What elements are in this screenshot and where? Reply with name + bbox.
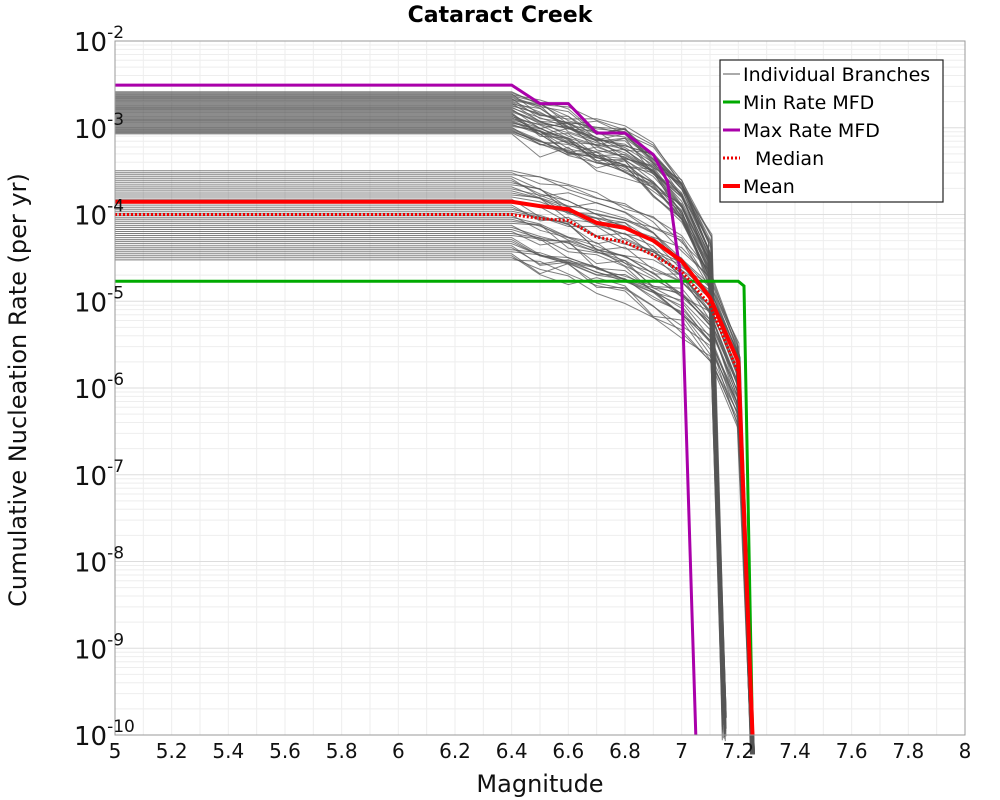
legend-item-mean-label: Mean xyxy=(743,176,795,198)
branch-line xyxy=(115,100,724,709)
y-tick-label: 10-4 xyxy=(74,197,124,232)
branch-line xyxy=(115,96,726,704)
y-tick-label: 10-3 xyxy=(74,110,124,145)
branch-line xyxy=(115,235,755,755)
branch-line xyxy=(115,126,726,735)
x-tick-label: 5.2 xyxy=(156,739,188,763)
x-tick-label: 7.8 xyxy=(892,739,924,763)
branch-line xyxy=(115,200,752,755)
y-tick-label: 10-7 xyxy=(74,457,124,492)
x-tick-label: 6 xyxy=(392,739,405,763)
plot-frame xyxy=(114,40,966,736)
x-tick-label: 8 xyxy=(959,739,972,763)
legend-item-branches-label: Individual Branches xyxy=(743,64,930,86)
legend-item-min-rate-label: Min Rate MFD xyxy=(743,92,874,114)
y-tick-label: 10-6 xyxy=(74,370,124,405)
x-tick-label: 6.2 xyxy=(439,739,471,763)
x-tick-label: 6.8 xyxy=(609,739,641,763)
branch-line xyxy=(115,170,751,755)
branch-line xyxy=(115,188,752,755)
y-tick-label: 10-9 xyxy=(74,630,124,665)
x-tick-label: 7.6 xyxy=(836,739,868,763)
branch-line xyxy=(115,229,754,755)
branch-line xyxy=(115,237,752,755)
max-rate-line xyxy=(115,83,698,736)
x-tick-label: 5.6 xyxy=(269,739,301,763)
branch-line xyxy=(115,216,754,755)
branch-line xyxy=(115,132,723,741)
y-tick-label: 10-8 xyxy=(74,544,124,579)
branch-line xyxy=(115,253,752,755)
legend-item-median-label: Median xyxy=(755,148,824,170)
branch-line xyxy=(115,190,755,755)
branch-line xyxy=(115,113,725,722)
branch-line xyxy=(115,172,755,755)
branch-line xyxy=(115,245,753,755)
summary-series-lines xyxy=(115,83,755,736)
y-tick-label: 10-5 xyxy=(74,283,124,318)
branch-line xyxy=(115,128,727,737)
x-tick-label: 7 xyxy=(675,739,688,763)
x-tick-label: 6.6 xyxy=(552,739,584,763)
y-tick-labels: 10-10 10-9 10-8 10-7 10-6 10-5 10-4 10-3 10-2 xyxy=(74,23,135,752)
branch-line xyxy=(115,98,726,706)
branch-line xyxy=(115,182,753,755)
branch-line xyxy=(115,231,752,755)
x-tick-label: 5.8 xyxy=(326,739,358,763)
legend: Individual Branches Min Rate MFD Max Rate … xyxy=(719,59,944,203)
y-tick-label: 10-2 xyxy=(74,23,124,58)
branch-line xyxy=(115,184,753,755)
branch-line xyxy=(115,109,727,718)
branch-line xyxy=(115,112,726,721)
y-tick-label: 10-10 xyxy=(74,717,135,752)
x-axis-label: Magnitude xyxy=(476,770,603,798)
branch-line xyxy=(115,95,726,703)
branch-line xyxy=(115,259,754,755)
branch-line xyxy=(115,91,726,700)
x-tick-label: 7.4 xyxy=(779,739,811,763)
x-tick-labels: 5 5.2 5.4 5.6 5.8 6 6.2 6.4 6.6 6.8 7 7.2 7.4 7.6 7.8 8 xyxy=(109,739,972,763)
y-axis-label: Cumulative Nucleation Rate (per yr) xyxy=(4,173,32,607)
branch-line xyxy=(115,120,727,729)
branch-line xyxy=(115,93,725,701)
branch-line xyxy=(115,106,727,715)
branch-line xyxy=(115,257,752,755)
legend-item-max-rate-label: Max Rate MFD xyxy=(743,120,880,142)
mean-line xyxy=(115,199,755,736)
branch-line xyxy=(115,94,723,702)
branch-line xyxy=(115,180,752,755)
x-tick-label: 5.4 xyxy=(212,739,244,763)
branch-line xyxy=(115,226,754,755)
branch-line xyxy=(115,99,724,708)
x-tick-label: 6.4 xyxy=(496,739,528,763)
min-rate-line xyxy=(115,279,754,736)
branch-line xyxy=(115,241,754,755)
branch-line xyxy=(115,178,753,755)
x-tick-label: 5 xyxy=(109,739,122,763)
branch-line xyxy=(115,114,726,723)
branch-line xyxy=(115,208,752,755)
branch-line xyxy=(115,249,755,755)
branch-line xyxy=(115,255,755,755)
x-tick-label: 7.2 xyxy=(722,739,754,763)
chart-title: Cataract Creek xyxy=(408,3,594,28)
legend-box xyxy=(719,59,944,203)
branch-line xyxy=(115,104,727,713)
branch-line xyxy=(115,176,752,755)
